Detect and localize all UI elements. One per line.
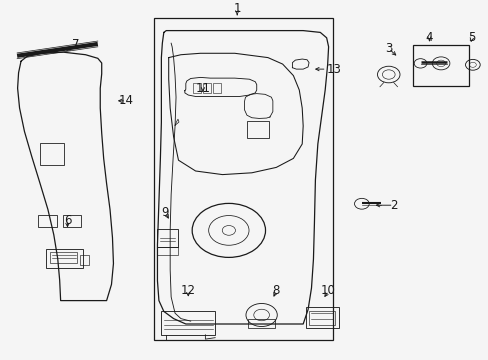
- Text: 5: 5: [467, 31, 475, 44]
- Text: 13: 13: [326, 63, 341, 76]
- Bar: [157, 229, 178, 247]
- Text: 6: 6: [63, 214, 71, 227]
- Text: 3: 3: [384, 42, 392, 55]
- Bar: [62, 215, 81, 227]
- Bar: [38, 215, 57, 227]
- Bar: [412, 45, 468, 86]
- Text: 7: 7: [72, 39, 80, 51]
- Bar: [50, 252, 77, 263]
- Text: 2: 2: [389, 199, 397, 212]
- Text: 14: 14: [119, 94, 133, 107]
- Text: 10: 10: [321, 284, 335, 297]
- Bar: [305, 307, 338, 328]
- Bar: [203, 83, 210, 93]
- Text: 1: 1: [233, 3, 241, 15]
- Bar: [46, 249, 83, 268]
- Bar: [40, 143, 63, 165]
- Text: 9: 9: [161, 206, 169, 219]
- Bar: [161, 311, 215, 335]
- Bar: [247, 319, 275, 328]
- Bar: [246, 121, 268, 138]
- Text: 8: 8: [272, 284, 280, 297]
- Text: 12: 12: [181, 284, 195, 297]
- Bar: [308, 311, 335, 325]
- Bar: [212, 83, 220, 93]
- Text: 4: 4: [425, 31, 432, 44]
- Bar: [193, 83, 201, 93]
- Bar: [154, 18, 332, 340]
- Bar: [80, 255, 88, 265]
- Bar: [157, 247, 178, 255]
- Text: 11: 11: [195, 82, 210, 95]
